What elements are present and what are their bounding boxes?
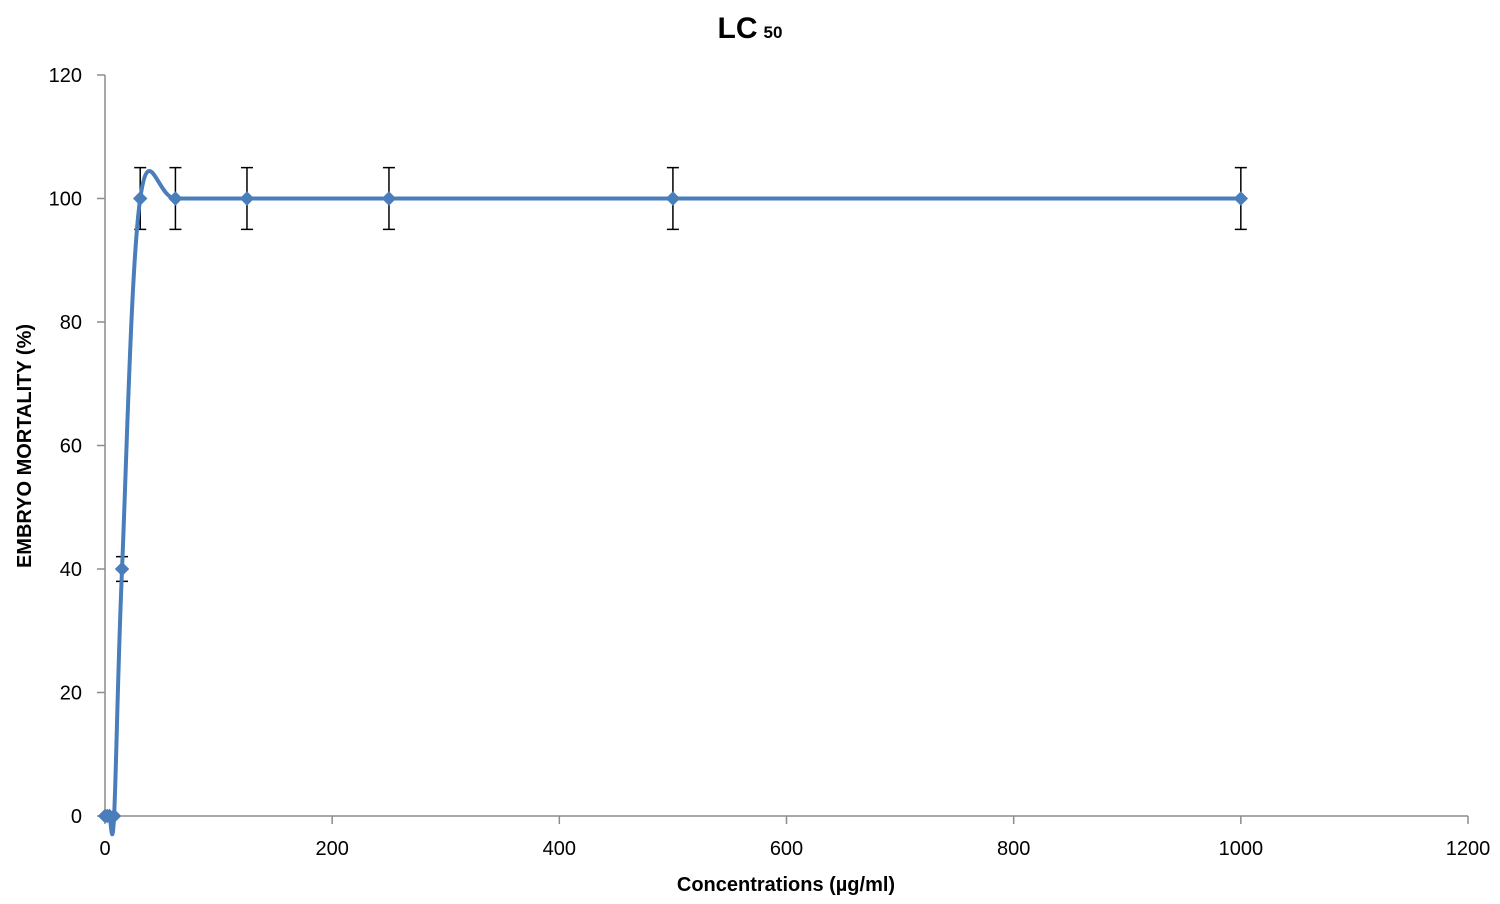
data-point xyxy=(106,808,122,824)
x-tick-label: 1000 xyxy=(1219,838,1264,860)
data-point xyxy=(133,191,148,206)
y-tick-label: 120 xyxy=(49,65,82,87)
x-tick-label: 1200 xyxy=(1446,838,1491,860)
chart-title: LC 50 xyxy=(718,12,783,45)
x-tick-label: 600 xyxy=(770,838,803,860)
x-tick-label: 200 xyxy=(315,838,348,860)
y-tick-label: 100 xyxy=(49,189,82,211)
x-tick-label: 0 xyxy=(99,838,110,860)
chart-title-subscript: 50 xyxy=(764,23,783,42)
data-point xyxy=(665,191,681,206)
y-tick-label: 60 xyxy=(60,436,82,458)
y-tick-label: 40 xyxy=(60,559,82,581)
data-point xyxy=(1233,191,1249,206)
y-tick-label: 80 xyxy=(60,312,82,334)
data-point xyxy=(239,191,255,206)
axes xyxy=(97,74,1469,824)
error-bars xyxy=(116,166,1247,583)
series-line xyxy=(103,169,1243,837)
y-tick-label: 20 xyxy=(60,683,82,705)
chart-title-main: LC xyxy=(718,12,758,45)
data-point xyxy=(168,191,183,206)
data-point xyxy=(114,561,130,577)
data-points xyxy=(97,191,1249,824)
x-tick-label: 800 xyxy=(997,838,1030,860)
data-point xyxy=(381,191,397,206)
x-axis-label: Concentrations (µg/ml) xyxy=(677,874,895,896)
x-tick-label: 400 xyxy=(543,838,576,860)
y-axis-label: EMBRYO MORTALITY (%) xyxy=(14,324,36,568)
y-tick-label: 0 xyxy=(71,806,82,828)
